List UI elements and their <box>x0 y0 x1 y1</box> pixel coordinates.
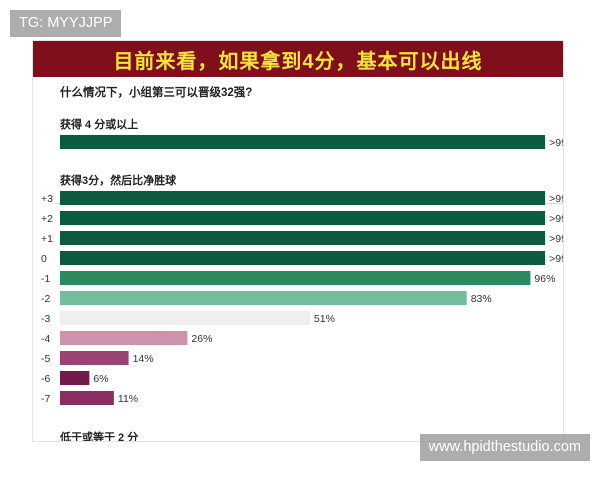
category-label: +3 <box>41 193 53 205</box>
category-label: 0 <box>41 253 47 265</box>
value-label: 11% <box>118 393 138 405</box>
value-label: >99% <box>549 193 563 205</box>
bar <box>60 291 467 305</box>
category-label: -3 <box>41 313 50 325</box>
bar <box>60 191 546 205</box>
value-label: 51% <box>314 313 335 325</box>
section-title-2-or-less: 低于或等于 2 分 <box>60 432 139 442</box>
bar <box>60 231 546 245</box>
value-label: >99% <box>549 233 563 245</box>
category-label: -5 <box>41 353 50 365</box>
value-label: 14% <box>133 353 154 365</box>
value-label: >99% <box>549 253 563 265</box>
bar <box>60 135 546 149</box>
value-label: >99% <box>549 137 563 149</box>
category-label: -7 <box>41 393 50 405</box>
bar <box>60 391 114 405</box>
value-label: 83% <box>471 293 492 305</box>
bar <box>60 331 188 345</box>
value-label: 26% <box>191 333 212 345</box>
bar-chart: >99% +3 >99% +2 >99% +1 >99% 0 >99% -1 96% -2 83% -3 5… <box>41 135 563 405</box>
category-label: +2 <box>41 213 53 225</box>
watermark-top-left: TG: MYYJJPP <box>10 10 122 37</box>
watermark-bottom-right: www.hpidthestudio.com <box>419 434 590 461</box>
category-label: -6 <box>41 373 50 385</box>
value-label: 6% <box>93 373 108 385</box>
value-label: >99% <box>549 213 563 225</box>
value-label: 96% <box>534 273 555 285</box>
category-label: +1 <box>41 233 53 245</box>
bar <box>60 251 546 265</box>
question-text: 什么情况下，小组第三可以晋级32强? <box>60 87 253 99</box>
bar <box>60 371 90 385</box>
bar <box>60 211 546 225</box>
bar <box>60 311 310 325</box>
section-title-3-points: 获得3分，然后比净胜球 <box>60 175 177 187</box>
chart-card: 目前来看，如果拿到4分，基本可以出线 什么情况下，小组第三可以晋级32强? 获得… <box>32 40 564 442</box>
category-label: -2 <box>41 293 50 305</box>
banner-title: 目前来看，如果拿到4分，基本可以出线 <box>33 41 563 77</box>
bar <box>60 351 129 365</box>
section-title-4-plus: 获得 4 分或以上 <box>60 119 139 131</box>
bar <box>60 271 531 285</box>
category-label: -4 <box>41 333 50 345</box>
category-label: -1 <box>41 273 50 285</box>
